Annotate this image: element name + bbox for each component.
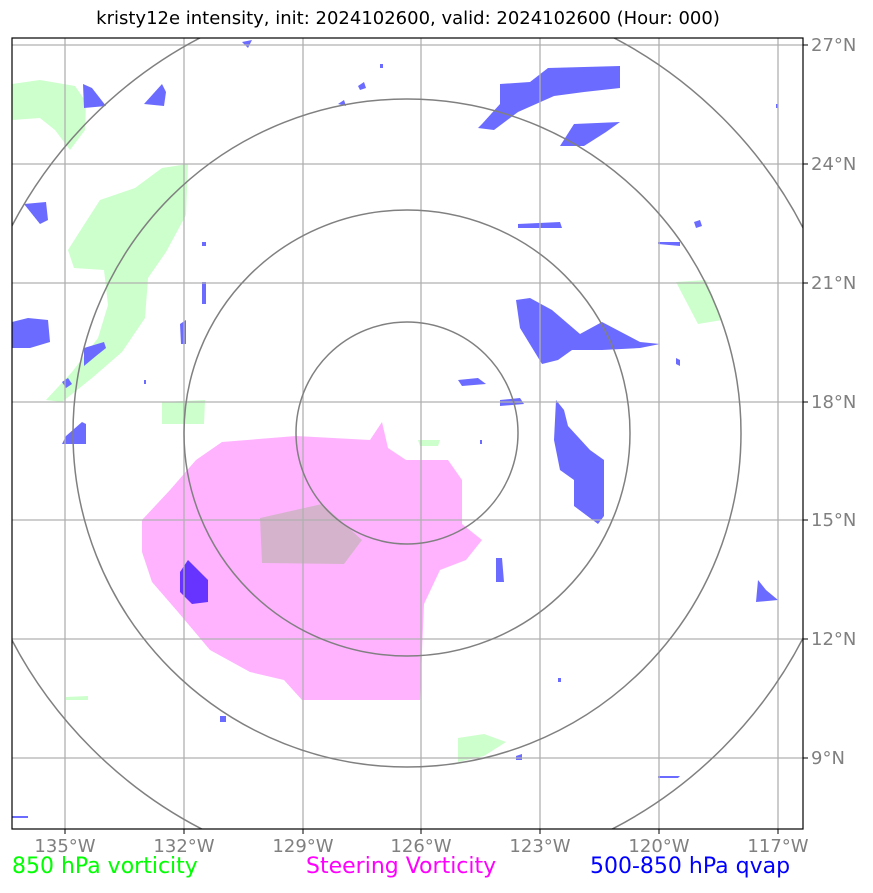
lon-label: 126°W: [390, 836, 451, 857]
lat-label: 18°N: [811, 392, 856, 413]
lat-label: 24°N: [811, 154, 856, 175]
axis-ticks: [64, 44, 808, 834]
legend-850-vorticity: 850 hPa vorticity: [12, 854, 198, 879]
lon-label: 123°W: [509, 836, 570, 857]
lon-label: 135°W: [34, 836, 95, 857]
legend-qvap: 500-850 hPa qvap: [590, 854, 791, 879]
map-plot-area: [12, 38, 803, 829]
lon-label: 129°W: [272, 836, 333, 857]
steering-vorticity-contours: [142, 422, 482, 700]
longitude-labels: 135°W 132°W 129°W 126°W 123°W 120°W 117°…: [34, 836, 808, 857]
lat-label: 27°N: [811, 35, 856, 56]
qvap-high-cell: [180, 560, 208, 604]
lon-label: 120°W: [628, 836, 689, 857]
lat-label: 9°N: [811, 748, 845, 769]
qvap-contours: [12, 40, 778, 818]
graticule: [12, 38, 803, 829]
lon-label: 117°W: [747, 836, 808, 857]
map-title: kristy12e intensity, init: 2024102600, v…: [96, 8, 720, 29]
lat-label: 12°N: [811, 629, 856, 650]
latitude-labels: 27°N 24°N 21°N 18°N 15°N 12°N 9°N: [811, 35, 856, 769]
map-frame: [11, 37, 804, 830]
legend-steering-vorticity: Steering Vorticity: [306, 854, 497, 879]
lon-label: 132°W: [153, 836, 214, 857]
range-rings: [12, 38, 803, 829]
lat-label: 21°N: [811, 273, 856, 294]
lat-label: 15°N: [811, 510, 856, 531]
